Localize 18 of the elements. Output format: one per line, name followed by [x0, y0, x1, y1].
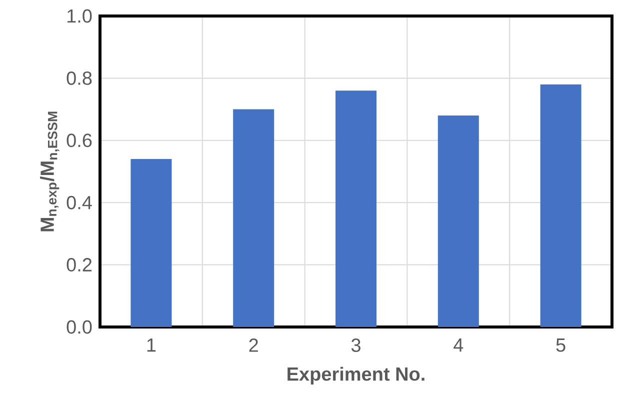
- x-tick-label: 1: [147, 338, 156, 352]
- x-tick-label: 2: [249, 338, 258, 352]
- bar: [130, 159, 172, 327]
- y-tick-label: 0.0: [66, 320, 92, 334]
- y-tick-label: 0.8: [66, 71, 92, 85]
- bar: [540, 84, 582, 327]
- y-tick-label: 0.4: [66, 196, 92, 210]
- x-axis-title: Experiment No.: [288, 366, 424, 385]
- bar: [233, 109, 274, 327]
- x-tick-label: 3: [351, 338, 360, 352]
- y-tick-label: 0.2: [66, 258, 92, 272]
- x-tick-label: 5: [556, 338, 566, 352]
- y-axis-title: M$_{n,exp}$/M$_{n,ESSM}$: [40, 112, 60, 232]
- bar: [438, 116, 479, 327]
- y-tick-label: 0.6: [66, 134, 92, 148]
- x-tick-label: 4: [454, 338, 464, 352]
- bar: [335, 90, 376, 327]
- y-tick-label: 1.0: [68, 9, 92, 23]
